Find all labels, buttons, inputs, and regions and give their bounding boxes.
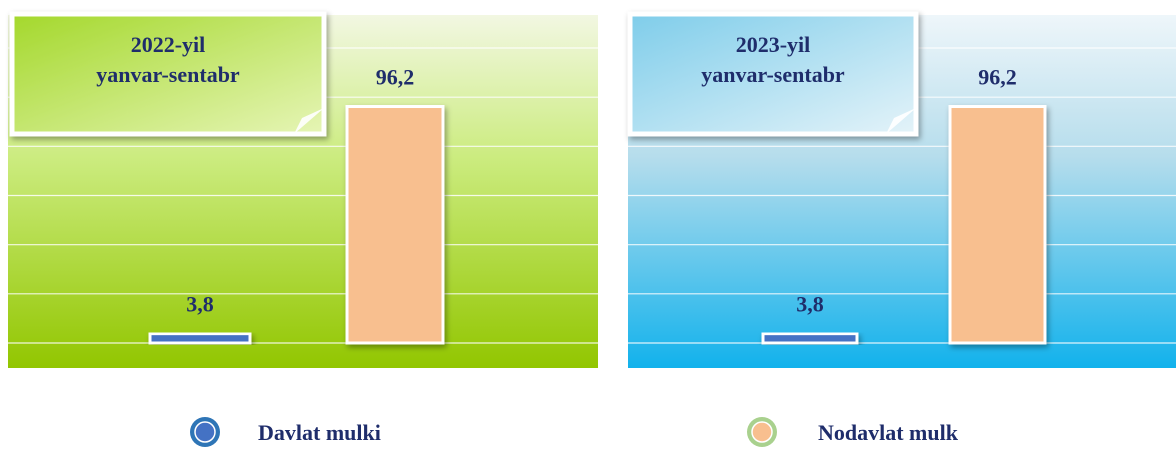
legend-label: Nodavlat mulk <box>818 420 959 445</box>
bar <box>948 105 1047 345</box>
data-label: 3,8 <box>186 292 214 317</box>
bar <box>761 332 859 345</box>
title-box <box>9 11 327 137</box>
title-line: 2023-yil <box>736 32 811 57</box>
legend-swatch <box>194 421 216 443</box>
bar <box>345 105 445 345</box>
title-line: yanvar-sentabr <box>96 62 240 87</box>
legend-label: Davlat mulki <box>258 420 381 445</box>
chart-title: 2022-yil yanvar-sentabr <box>96 32 240 87</box>
page-curl <box>294 108 324 134</box>
title-box <box>627 11 919 137</box>
bar <box>148 332 252 345</box>
data-label: 96,2 <box>376 65 415 90</box>
data-label: 96,2 <box>978 65 1017 90</box>
title-line: 2022-yil <box>131 32 206 57</box>
legend-swatch <box>751 421 773 443</box>
data-label: 3,8 <box>796 292 824 317</box>
page-curl <box>886 108 916 134</box>
title-line: yanvar-sentabr <box>701 62 845 87</box>
chart-title: 2023-yil yanvar-sentabr <box>701 32 845 87</box>
